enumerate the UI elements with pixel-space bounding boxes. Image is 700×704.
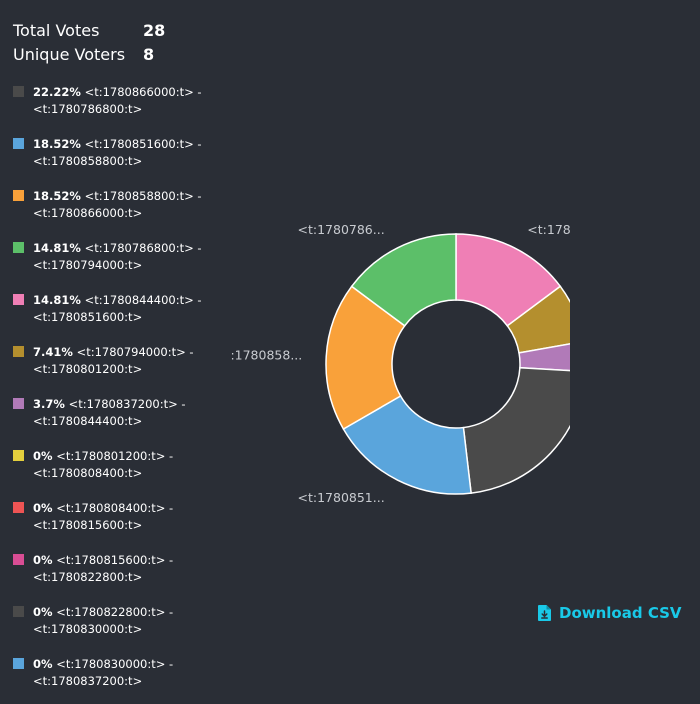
legend-swatch [13, 190, 24, 201]
legend-item: 0% <t:1780830000:t> - <t:1780837200:t> [13, 656, 243, 704]
legend-swatch [13, 242, 24, 253]
legend-percent: 0% [33, 605, 53, 619]
slice-label: <t:1780866... [569, 459, 570, 474]
legend-text: 14.81% <t:1780786800:t> - <t:1780794000:… [33, 240, 243, 274]
legend-swatch [13, 294, 24, 305]
legend-percent: 0% [33, 449, 53, 463]
legend-percent: 0% [33, 501, 53, 515]
legend-text: 0% <t:1780815600:t> - <t:1780822800:t> [33, 552, 243, 586]
download-csv-label: Download CSV [559, 604, 682, 622]
legend-range: <t:1780858800:t> - <t:1780866000:t> [33, 189, 202, 220]
legend-swatch [13, 450, 24, 461]
chart-legend: 22.22% <t:1780866000:t> - <t:1780786800:… [13, 84, 243, 704]
legend-percent: 3.7% [33, 397, 65, 411]
legend-percent: 18.52% [33, 189, 81, 203]
legend-text: 18.52% <t:1780851600:t> - <t:1780858800:… [33, 136, 243, 170]
total-votes-row: Total Votes 28 [13, 18, 213, 42]
donut-slice[interactable] [506, 285, 570, 354]
legend-text: 0% <t:1780808400:t> - <t:1780815600:t> [33, 500, 243, 534]
legend-item: 7.41% <t:1780794000:t> - <t:1780801200:t… [13, 344, 243, 396]
legend-percent: 0% [33, 657, 53, 671]
unique-voters-row: Unique Voters 8 [13, 42, 213, 66]
legend-item: 0% <t:1780815600:t> - <t:1780822800:t> [13, 552, 243, 604]
slice-label: :1780858... [230, 347, 302, 362]
legend-percent: 22.22% [33, 85, 81, 99]
legend-percent: 18.52% [33, 137, 81, 151]
donut-slice[interactable] [350, 233, 457, 327]
legend-range: <t:1780815600:t> - <t:1780822800:t> [33, 553, 174, 584]
legend-percent: 14.81% [33, 293, 81, 307]
legend-percent: 0% [33, 553, 53, 567]
legend-percent: 14.81% [33, 241, 81, 255]
legend-range: <t:1780794000:t> - <t:1780801200:t> [33, 345, 194, 376]
legend-item: 3.7% <t:1780837200:t> - <t:1780844400:t> [13, 396, 243, 448]
legend-range: <t:1780844400:t> - <t:1780851600:t> [33, 293, 202, 324]
slice-label: <t:1780851... [298, 490, 385, 505]
legend-item: 0% <t:1780822800:t> - <t:1780830000:t> [13, 604, 243, 656]
legend-text: 0% <t:1780830000:t> - <t:1780837200:t> [33, 656, 243, 690]
total-votes-value: 28 [143, 20, 166, 40]
legend-range: <t:1780866000:t> - <t:1780786800:t> [33, 85, 202, 116]
legend-range: <t:1780837200:t> - <t:1780844400:t> [33, 397, 186, 428]
legend-text: 18.52% <t:1780858800:t> - <t:1780866000:… [33, 188, 243, 222]
total-votes-label: Total Votes [13, 20, 100, 40]
file-download-icon [538, 605, 551, 621]
legend-item: 18.52% <t:1780851600:t> - <t:1780858800:… [13, 136, 243, 188]
legend-text: 3.7% <t:1780837200:t> - <t:1780844400:t> [33, 396, 243, 430]
legend-text: 14.81% <t:1780844400:t> - <t:1780851600:… [33, 292, 243, 326]
legend-text: 22.22% <t:1780866000:t> - <t:1780786800:… [33, 84, 243, 118]
legend-swatch [13, 502, 24, 513]
legend-range: <t:1780851600:t> - <t:1780858800:t> [33, 137, 202, 168]
legend-swatch [13, 606, 24, 617]
legend-swatch [13, 346, 24, 357]
download-csv-button[interactable]: Download CSV [538, 604, 682, 622]
legend-item: 18.52% <t:1780858800:t> - <t:1780866000:… [13, 188, 243, 240]
donut-chart: <t:1780844...<t:1780794...<t:1780837<t:1… [230, 222, 570, 505]
unique-voters-label: Unique Voters [13, 44, 126, 64]
legend-item: 14.81% <t:1780844400:t> - <t:1780851600:… [13, 292, 243, 344]
legend-swatch [13, 658, 24, 669]
legend-item: 22.22% <t:1780866000:t> - <t:1780786800:… [13, 84, 243, 136]
vote-stats: Total Votes 28 Unique Voters 8 [13, 18, 213, 66]
legend-range: <t:1780786800:t> - <t:1780794000:t> [33, 241, 202, 272]
legend-swatch [13, 86, 24, 97]
legend-swatch [13, 398, 24, 409]
legend-percent: 7.41% [33, 345, 73, 359]
slice-label: <t:1780844... [527, 222, 570, 237]
slice-label: <t:1780786... [298, 222, 385, 237]
legend-text: 0% <t:1780801200:t> - <t:1780808400:t> [33, 448, 243, 482]
legend-item: 0% <t:1780808400:t> - <t:1780815600:t> [13, 500, 243, 552]
unique-voters-value: 8 [143, 44, 155, 64]
legend-range: <t:1780801200:t> - <t:1780808400:t> [33, 449, 174, 480]
legend-range: <t:1780830000:t> - <t:1780837200:t> [33, 657, 174, 688]
legend-swatch [13, 554, 24, 565]
legend-text: 7.41% <t:1780794000:t> - <t:1780801200:t… [33, 344, 243, 378]
legend-swatch [13, 138, 24, 149]
legend-item: 14.81% <t:1780786800:t> - <t:1780794000:… [13, 240, 243, 292]
legend-item: 0% <t:1780801200:t> - <t:1780808400:t> [13, 448, 243, 500]
legend-text: 0% <t:1780822800:t> - <t:1780830000:t> [33, 604, 243, 638]
donut-slice[interactable] [462, 366, 570, 494]
legend-range: <t:1780808400:t> - <t:1780815600:t> [33, 501, 174, 532]
legend-range: <t:1780822800:t> - <t:1780830000:t> [33, 605, 174, 636]
